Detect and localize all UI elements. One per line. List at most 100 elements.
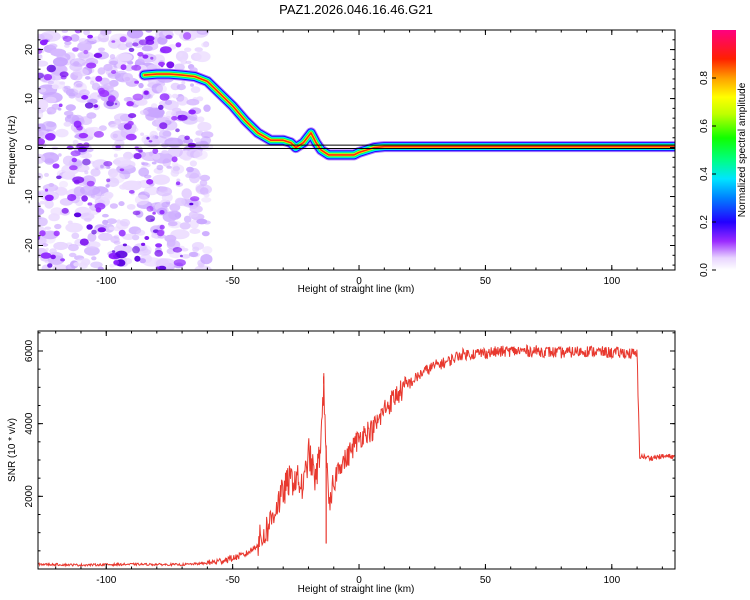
noise-blob — [189, 205, 203, 214]
noise-blob — [176, 96, 189, 106]
noise-blob — [86, 241, 101, 249]
noise-blob — [110, 130, 129, 142]
noise-blob — [52, 264, 69, 270]
noise-blob — [65, 104, 76, 111]
noise-blob — [194, 137, 202, 143]
noise-blob — [194, 47, 203, 52]
noise-blob-strong — [66, 145, 74, 150]
noise-blob-strong — [157, 265, 167, 270]
colorbar-tick-label: 0.0 — [699, 263, 710, 277]
noise-blob-strong — [38, 72, 44, 79]
noise-blob-strong — [138, 39, 149, 46]
noise-blob-strong — [159, 210, 165, 215]
noise-blob-strong — [93, 131, 104, 138]
noise-blob — [197, 30, 207, 33]
noise-blob — [109, 123, 119, 129]
noise-blob — [119, 218, 131, 227]
noise-blob — [140, 132, 145, 136]
noise-blob-strong — [128, 113, 137, 119]
noise-blob — [68, 92, 76, 99]
noise-blob-strong — [44, 188, 49, 192]
spectrogram-ytick-label: 10 — [24, 93, 35, 105]
noise-blob-strong — [126, 101, 134, 107]
snr-frame — [37, 330, 676, 570]
ridge-core — [143, 73, 675, 156]
noise-blob-strong — [97, 227, 107, 233]
noise-blob — [38, 60, 49, 67]
noise-blob-strong — [154, 249, 163, 257]
colorbar-tick-label: 0.4 — [699, 167, 710, 181]
noise-blob-strong — [115, 250, 128, 259]
noise-blob — [185, 60, 192, 64]
noise-blob — [176, 178, 181, 183]
noise-blob — [62, 155, 74, 166]
noise-blob-strong — [87, 34, 93, 39]
noise-blob-strong — [86, 180, 95, 187]
noise-blob-strong — [165, 34, 173, 40]
noise-blob — [98, 232, 113, 241]
noise-blob-strong — [133, 153, 142, 160]
noise-blob — [181, 254, 191, 259]
noise-blob — [178, 52, 183, 57]
spectrogram-xtick-label: 100 — [603, 276, 620, 287]
noise-blob — [113, 153, 118, 158]
noise-blob-strong — [72, 47, 79, 52]
noise-blob — [197, 116, 205, 123]
noise-blob-strong — [52, 163, 60, 169]
colorbar-tick-label: 0.8 — [699, 71, 710, 85]
noise-blob-strong — [61, 207, 69, 214]
noise-blob-strong — [173, 259, 186, 267]
noise-blob-strong — [175, 42, 182, 48]
noise-blob — [84, 170, 89, 175]
noise-blob-strong — [38, 138, 45, 146]
snr-xtick-label: 100 — [603, 575, 620, 586]
noise-blob — [201, 197, 212, 203]
noise-blob-strong — [81, 95, 89, 100]
noise-blob-strong — [148, 140, 153, 143]
snr-content — [38, 344, 675, 568]
noise-blob — [126, 30, 144, 39]
noise-blob-strong — [125, 133, 137, 141]
noise-blob — [57, 107, 62, 111]
noise-blob — [121, 180, 142, 191]
colorbar-gradient — [712, 30, 736, 270]
noise-blob — [201, 42, 209, 48]
noise-blob — [199, 174, 211, 182]
noise-blob-strong — [122, 243, 127, 247]
noise-blob-strong — [128, 190, 135, 194]
noise-blob — [91, 82, 101, 91]
noise-blob — [81, 258, 91, 266]
noise-blob — [176, 84, 186, 91]
noise-blob — [188, 251, 199, 258]
noise-blob — [143, 186, 159, 196]
noise-blob — [162, 30, 174, 37]
noise-blob — [169, 251, 182, 259]
noise-blob — [164, 137, 184, 148]
noise-blob-strong — [71, 157, 78, 163]
noise-blob-strong — [183, 32, 192, 40]
noise-blob — [71, 232, 80, 239]
noise-blob — [195, 184, 212, 195]
noise-blob — [167, 146, 183, 158]
noise-blob — [117, 43, 128, 51]
spectrogram-frame — [37, 29, 676, 271]
noise-blob-strong — [159, 224, 165, 230]
noise-blob-strong — [166, 61, 175, 69]
noise-blob — [174, 63, 185, 71]
noise-blob — [170, 169, 180, 177]
noise-blob-strong — [171, 116, 178, 121]
snr-ytick-label: 4000 — [24, 412, 35, 435]
noise-blob — [200, 140, 208, 147]
noise-blob — [55, 128, 69, 138]
noise-blob — [138, 82, 144, 89]
noise-blob — [183, 215, 192, 223]
noise-blob-strong — [172, 247, 183, 253]
noise-blob-strong — [113, 260, 120, 265]
noise-blob — [73, 68, 89, 77]
noise-blob — [184, 47, 192, 53]
colorbar-tick-label: 0.6 — [699, 119, 710, 133]
noise-blob-strong — [155, 243, 163, 248]
noise-blob — [196, 96, 204, 102]
noise-blob-strong — [40, 252, 52, 259]
